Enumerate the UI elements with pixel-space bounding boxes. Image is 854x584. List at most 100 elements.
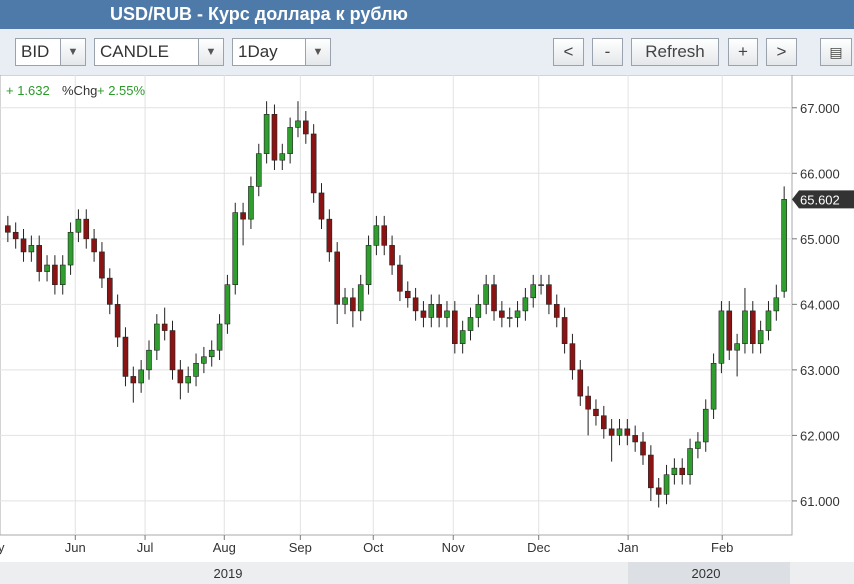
candle-body <box>114 304 121 338</box>
x-tick-label: Jan <box>618 540 639 555</box>
change: + 1.632 <box>6 83 50 98</box>
candle-body <box>12 231 19 240</box>
last-price-marker <box>792 190 854 209</box>
candle-body <box>208 349 215 358</box>
candle-body <box>781 199 787 292</box>
candle-body <box>381 225 388 246</box>
candle-body <box>585 395 591 410</box>
candle-body <box>765 310 772 331</box>
y-tick-label: 66.000 <box>800 166 840 181</box>
candle-body <box>491 284 497 312</box>
change-pct-label: %Chg <box>62 83 97 98</box>
candle-body <box>483 284 489 305</box>
candle-body <box>67 231 74 266</box>
candle-body <box>28 245 35 253</box>
candle-body <box>154 323 160 351</box>
candle-body <box>169 330 176 371</box>
candle-body <box>624 428 631 436</box>
candle-body <box>59 264 66 285</box>
candle-body <box>475 304 482 318</box>
candle-body <box>177 369 184 384</box>
candle-body <box>240 212 246 220</box>
year-label: 2020 <box>692 566 721 581</box>
candle-body <box>710 363 717 410</box>
change-pct: + 2.55% <box>97 83 146 98</box>
candle-body <box>671 467 678 476</box>
candle-body <box>608 428 615 436</box>
candle-body <box>569 343 576 371</box>
price-select[interactable]: BID ▼ <box>15 38 86 66</box>
candle-body <box>310 133 317 194</box>
candle-body <box>648 454 654 489</box>
candle-body <box>334 251 340 305</box>
year-label: 2019 <box>214 566 243 581</box>
candle-body <box>404 290 411 299</box>
candle-body <box>373 225 380 246</box>
candle-body <box>201 356 207 364</box>
candle-body <box>75 218 82 233</box>
candle-body <box>224 284 231 325</box>
candle-body <box>279 153 286 161</box>
candle-body <box>444 310 450 318</box>
plot-area <box>0 75 793 536</box>
prev-button[interactable]: < <box>553 38 584 66</box>
candle-body <box>193 363 199 377</box>
zoom-in-button[interactable]: + <box>728 38 758 66</box>
candle-body <box>185 376 191 384</box>
chart: May Jun Jul Aug Sep Oct Nov Dec Jan Feb + 1.632 %… <box>0 75 854 584</box>
candle-body <box>248 186 254 220</box>
zoom-out-button[interactable]: - <box>592 38 623 66</box>
candle-body <box>412 297 419 312</box>
y-tick-label: 67.000 <box>800 101 840 116</box>
candle-body <box>718 310 725 364</box>
menu-button[interactable]: ▤ <box>820 38 852 66</box>
dropdown-arrow[interactable]: ▼ <box>198 39 223 65</box>
candle-body <box>601 415 607 430</box>
x-tick-label: Aug <box>213 540 236 555</box>
y-tick-label: 62.000 <box>800 428 840 443</box>
candle-body <box>36 245 43 272</box>
period-select[interactable]: 1Day ▼ <box>232 38 331 66</box>
candle-body <box>389 245 395 266</box>
type-select[interactable]: CANDLE ▼ <box>94 38 224 66</box>
candle-body <box>553 304 560 318</box>
toolbar: BID ▼ CANDLE ▼ 1Day ▼ < - Refresh + > ▤ <box>0 29 854 76</box>
candle-body <box>695 441 701 449</box>
dropdown-arrow[interactable]: ▼ <box>305 39 330 65</box>
candle-body <box>734 343 740 351</box>
x-tick-label: Dec <box>527 540 551 555</box>
price-value: BID <box>21 42 50 61</box>
x-tick-label: Jul <box>137 540 154 555</box>
candle-body <box>52 264 58 285</box>
candle-body <box>20 238 27 253</box>
candle-body <box>161 323 168 331</box>
x-tick-label: Feb <box>711 540 733 555</box>
candle-body <box>91 238 97 253</box>
title: USD/RUB - Курс доллара к рублю <box>110 4 408 24</box>
candle-body <box>255 153 262 187</box>
candle-body <box>99 251 105 279</box>
candle-body <box>757 330 764 344</box>
candle-body <box>350 297 356 312</box>
refresh-button[interactable]: Refresh <box>631 38 719 66</box>
candle-body <box>577 369 584 397</box>
next-button[interactable]: > <box>766 38 797 66</box>
y-tick-label: 63.000 <box>800 363 840 378</box>
candle-body <box>287 127 293 154</box>
candle-body <box>146 349 152 371</box>
candle-body <box>318 192 325 220</box>
candle-body <box>530 284 537 299</box>
type-value: CANDLE <box>100 42 169 61</box>
candle-body <box>263 114 270 154</box>
candle-body <box>546 284 552 305</box>
candle-body <box>616 428 623 436</box>
candle-body <box>397 264 403 292</box>
candle-body <box>357 284 364 312</box>
candle-body <box>561 317 568 344</box>
dropdown-arrow[interactable]: ▼ <box>60 39 85 65</box>
last-price-label: 65.602 <box>800 192 840 207</box>
candle-body <box>726 310 733 351</box>
candle-body <box>106 277 113 305</box>
candle-body <box>326 218 333 253</box>
